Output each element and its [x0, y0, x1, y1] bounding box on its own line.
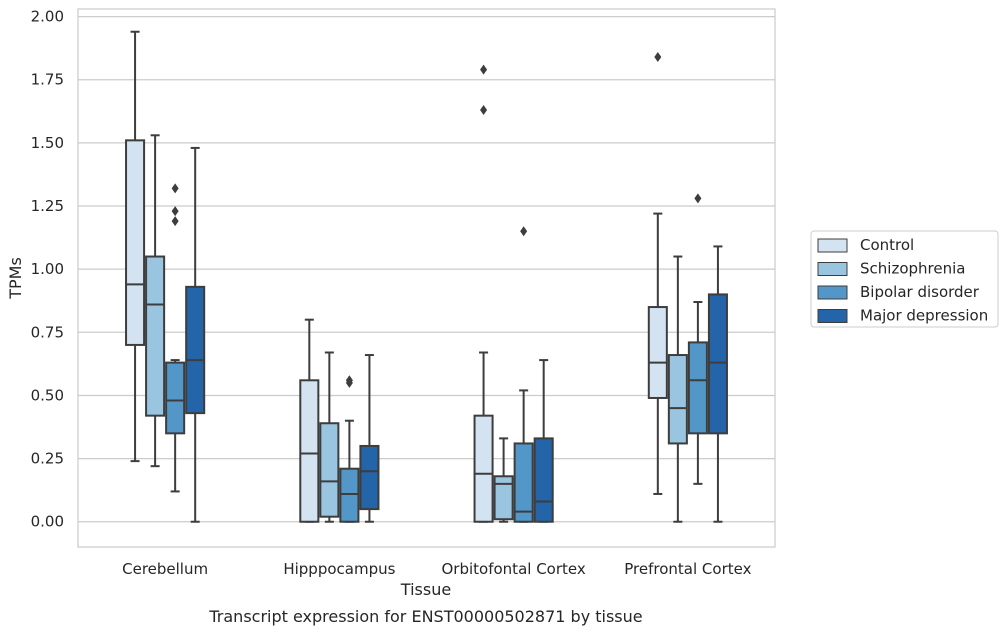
box-body [533, 437, 554, 523]
outlier-point [480, 64, 488, 75]
box-0-3 [647, 51, 668, 495]
y-tick-label: 2.00 [31, 8, 64, 26]
x-tick-label: Hipppocampus [283, 560, 395, 578]
box-1-3 [667, 255, 688, 523]
legend-swatch [817, 262, 848, 276]
y-tick-label: 1.00 [31, 260, 64, 278]
outlier-point [520, 226, 528, 237]
box-0-2 [473, 64, 494, 523]
box-2-1 [339, 375, 360, 523]
box-1-2 [493, 437, 514, 523]
y-tick-label: 1.50 [31, 134, 64, 152]
legend-label: Schizophrenia [860, 260, 965, 278]
x-tick-labels: Cerebellum Hipppocampus Orbitofontal Corte… [122, 560, 751, 578]
box-2-0 [165, 183, 186, 493]
legend-label: Major depression [860, 307, 988, 325]
box-body [185, 285, 206, 415]
box-body [339, 467, 360, 523]
box-2-3 [687, 193, 708, 485]
legend-swatch [817, 238, 848, 253]
box-body [145, 255, 166, 417]
box-3-0 [185, 146, 206, 523]
box-body [165, 361, 186, 435]
box-body [667, 354, 688, 445]
outlier-point [345, 375, 353, 386]
legend-swatch [817, 309, 848, 323]
box-body [359, 444, 380, 511]
box-body [493, 475, 514, 521]
outlier-point [654, 51, 662, 62]
box-3-3 [707, 245, 728, 523]
chart-caption: Transcript expression for ENST0000050287… [208, 607, 642, 626]
outlier-point [171, 183, 179, 194]
boxes-layer [125, 30, 728, 523]
legend: Control Schizophrenia Bipolar disorder Majo… [810, 230, 999, 328]
box-body [647, 306, 668, 399]
box-body [707, 293, 728, 435]
outlier-point [171, 216, 179, 227]
y-tick-label: 0.75 [31, 323, 64, 341]
y-tick-labels: 0.00 0.25 0.50 0.75 1.00 1.25 1.50 1.75 2.00 [31, 8, 64, 531]
y-tick-label: 0.00 [31, 513, 64, 531]
y-tick-label: 0.50 [31, 386, 64, 404]
box-body [473, 414, 494, 523]
box-3-1 [359, 354, 380, 523]
outlier-point [480, 105, 488, 116]
legend-swatch [817, 285, 848, 300]
box-body [319, 422, 340, 518]
plot-area [78, 9, 775, 547]
plot-frame [77, 8, 776, 548]
box-body [125, 139, 146, 346]
y-tick-label: 1.25 [31, 197, 64, 215]
x-axis-label: Tissue [400, 580, 451, 599]
box-0-1 [299, 318, 320, 523]
box-0-0 [125, 30, 146, 463]
box-3-2 [533, 359, 554, 523]
legend-label: Control [860, 236, 914, 254]
box-1-1 [319, 351, 340, 523]
box-body [513, 442, 534, 523]
legend-frame [810, 230, 999, 328]
box-body [299, 379, 320, 523]
x-tick-label: Cerebellum [122, 560, 208, 578]
y-tick-label: 0.25 [31, 450, 64, 468]
y-tick-label: 1.75 [31, 71, 64, 89]
box-1-0 [145, 134, 166, 468]
box-body [687, 341, 708, 435]
y-axis-label: TPMs [6, 257, 25, 300]
box-2-2 [513, 226, 534, 523]
x-tick-label: Prefrontal Cortex [624, 560, 751, 578]
outlier-point [171, 206, 179, 217]
x-tick-label: Orbitofontal Cortex [442, 560, 586, 578]
legend-label: Bipolar disorder [860, 283, 980, 301]
outlier-point [694, 193, 702, 204]
